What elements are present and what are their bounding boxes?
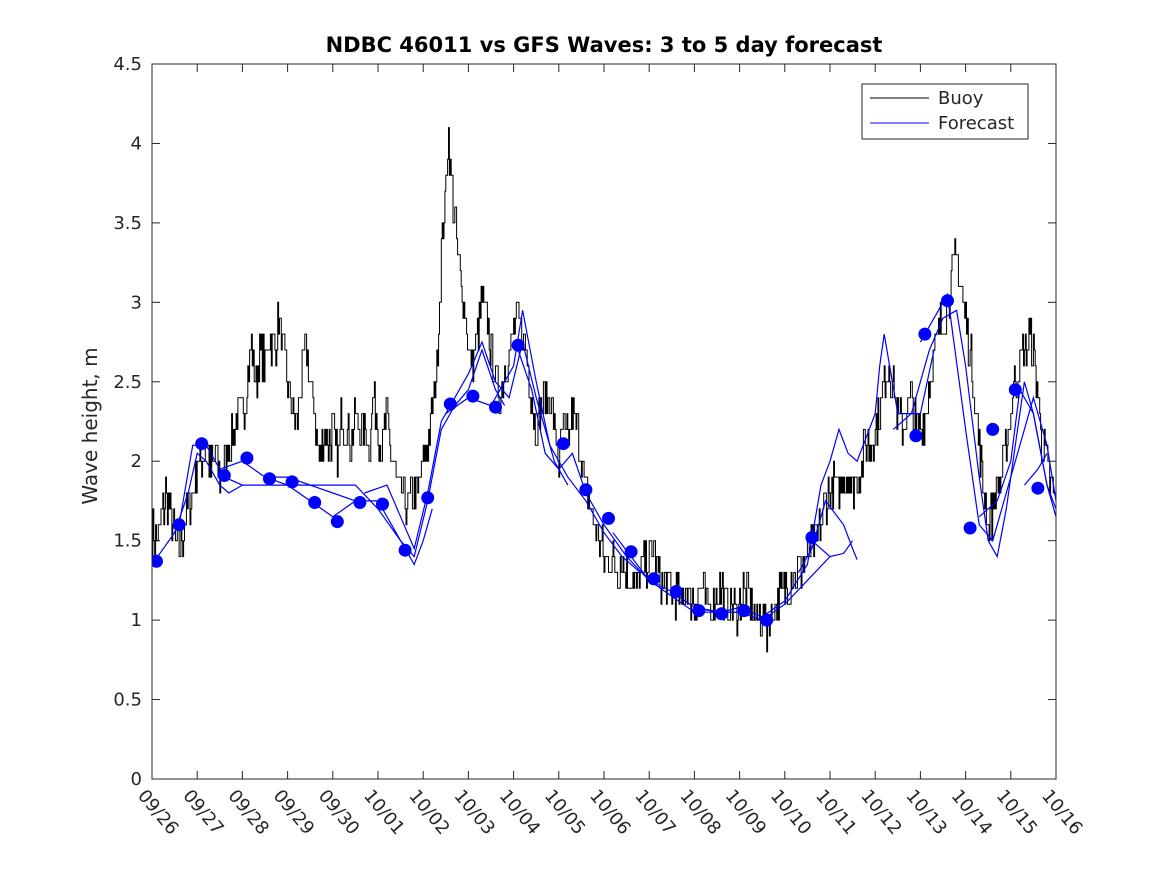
y-tick-label: 4.5 xyxy=(113,54,142,75)
x-tick-label: 10/08 xyxy=(676,786,725,839)
x-tick-label: 09/29 xyxy=(269,786,318,839)
forecast-marker xyxy=(285,475,299,489)
forecast-marker xyxy=(466,389,480,403)
forecast-marker xyxy=(263,472,276,486)
forecast-marker xyxy=(1008,383,1022,397)
legend-buoy-label: Buoy xyxy=(938,88,984,109)
y-tick-label: 0.5 xyxy=(113,690,142,711)
forecast-line xyxy=(892,309,1056,559)
forecast-marker xyxy=(443,397,457,411)
forecast-line xyxy=(1023,453,1048,486)
forecast-marker xyxy=(421,491,435,505)
x-tick-label: 10/01 xyxy=(359,786,408,839)
forecast-marker xyxy=(909,429,923,443)
buoy-line xyxy=(152,127,1056,653)
forecast-marker xyxy=(941,294,954,308)
x-tick-label: 10/03 xyxy=(450,786,499,839)
plot-frame xyxy=(151,63,1057,780)
legend-forecast-label: Forecast xyxy=(938,113,1014,134)
forecast-marker xyxy=(986,422,1000,436)
forecast-marker xyxy=(172,518,186,532)
forecast-marker xyxy=(398,543,412,557)
forecast-markers xyxy=(152,294,1045,627)
forecast-marker xyxy=(579,483,593,497)
y-tick-label: 3 xyxy=(131,292,142,313)
forecast-marker xyxy=(556,437,570,451)
forecast-marker xyxy=(195,437,209,451)
forecast-marker xyxy=(918,327,932,341)
x-tick-label: 10/09 xyxy=(721,786,770,839)
y-axis-ticks: 0 0.5 1 1.5 2 2.5 3 3.5 4 4.5 xyxy=(113,54,1056,790)
forecast-marker xyxy=(152,554,163,568)
x-tick-label: 10/15 xyxy=(992,786,1041,839)
y-tick-label: 1.5 xyxy=(113,531,142,552)
forecast-marker xyxy=(805,531,819,544)
x-tick-label: 10/04 xyxy=(495,786,544,839)
x-tick-label: 10/05 xyxy=(540,786,589,839)
forecast-marker xyxy=(963,521,977,535)
chart-title: NDBC 46011 vs GFS Waves: 3 to 5 day fore… xyxy=(326,33,883,57)
buoy-series xyxy=(152,127,1056,653)
x-tick-label: 10/06 xyxy=(585,786,634,839)
x-tick-label: 10/11 xyxy=(811,786,860,839)
forecast-line xyxy=(269,348,506,558)
forecast-line xyxy=(797,499,858,573)
forecast-line xyxy=(517,349,740,613)
y-tick-label: 2 xyxy=(131,451,142,472)
forecast-marker xyxy=(692,604,706,618)
forecast-marker xyxy=(624,545,638,559)
x-tick-label: 10/14 xyxy=(947,786,996,839)
x-tick-label: 09/28 xyxy=(224,786,273,839)
forecast-marker xyxy=(376,497,389,511)
x-tick-label: 10/16 xyxy=(1037,786,1086,839)
forecast-marker xyxy=(737,604,751,618)
x-tick-label: 10/12 xyxy=(856,786,905,839)
y-tick-label: 0 xyxy=(131,769,142,790)
forecast-marker xyxy=(760,613,774,627)
forecast-marker xyxy=(715,607,728,621)
forecast-line xyxy=(364,340,569,551)
legend: Buoy Forecast xyxy=(861,83,1029,140)
y-tick-label: 2.5 xyxy=(113,372,142,393)
forecast-marker xyxy=(602,511,615,525)
forecast-marker xyxy=(647,572,661,586)
x-tick-label: 10/10 xyxy=(766,786,815,839)
y-tick-label: 1 xyxy=(131,610,142,631)
forecast-line xyxy=(703,333,935,618)
forecast-marker xyxy=(217,469,231,482)
forecast-marker xyxy=(1031,481,1045,495)
x-tick-label: 09/30 xyxy=(314,786,363,839)
x-tick-label: 09/27 xyxy=(178,786,227,839)
x-tick-label: 10/07 xyxy=(630,786,679,839)
forecast-marker xyxy=(240,451,254,465)
forecast-marker xyxy=(669,585,683,598)
forecast-marker xyxy=(489,400,502,414)
forecast-marker xyxy=(330,515,344,529)
forecast-marker xyxy=(353,496,367,509)
legend-box xyxy=(861,83,1029,140)
y-tick-label: 4 xyxy=(131,133,142,154)
x-tick-label: 10/02 xyxy=(404,786,453,839)
x-tick-label: 09/26 xyxy=(133,786,182,839)
forecast-marker xyxy=(308,496,322,509)
x-axis-ticks: 09/2609/2709/2809/2909/3010/0110/0210/03… xyxy=(133,64,1087,839)
forecast-line xyxy=(445,310,641,573)
forecast-marker xyxy=(511,338,525,352)
y-axis-label: Wave height, m xyxy=(78,347,102,504)
x-tick-label: 10/13 xyxy=(902,786,951,839)
y-tick-label: 3.5 xyxy=(113,213,142,234)
forecast-line xyxy=(811,540,854,558)
